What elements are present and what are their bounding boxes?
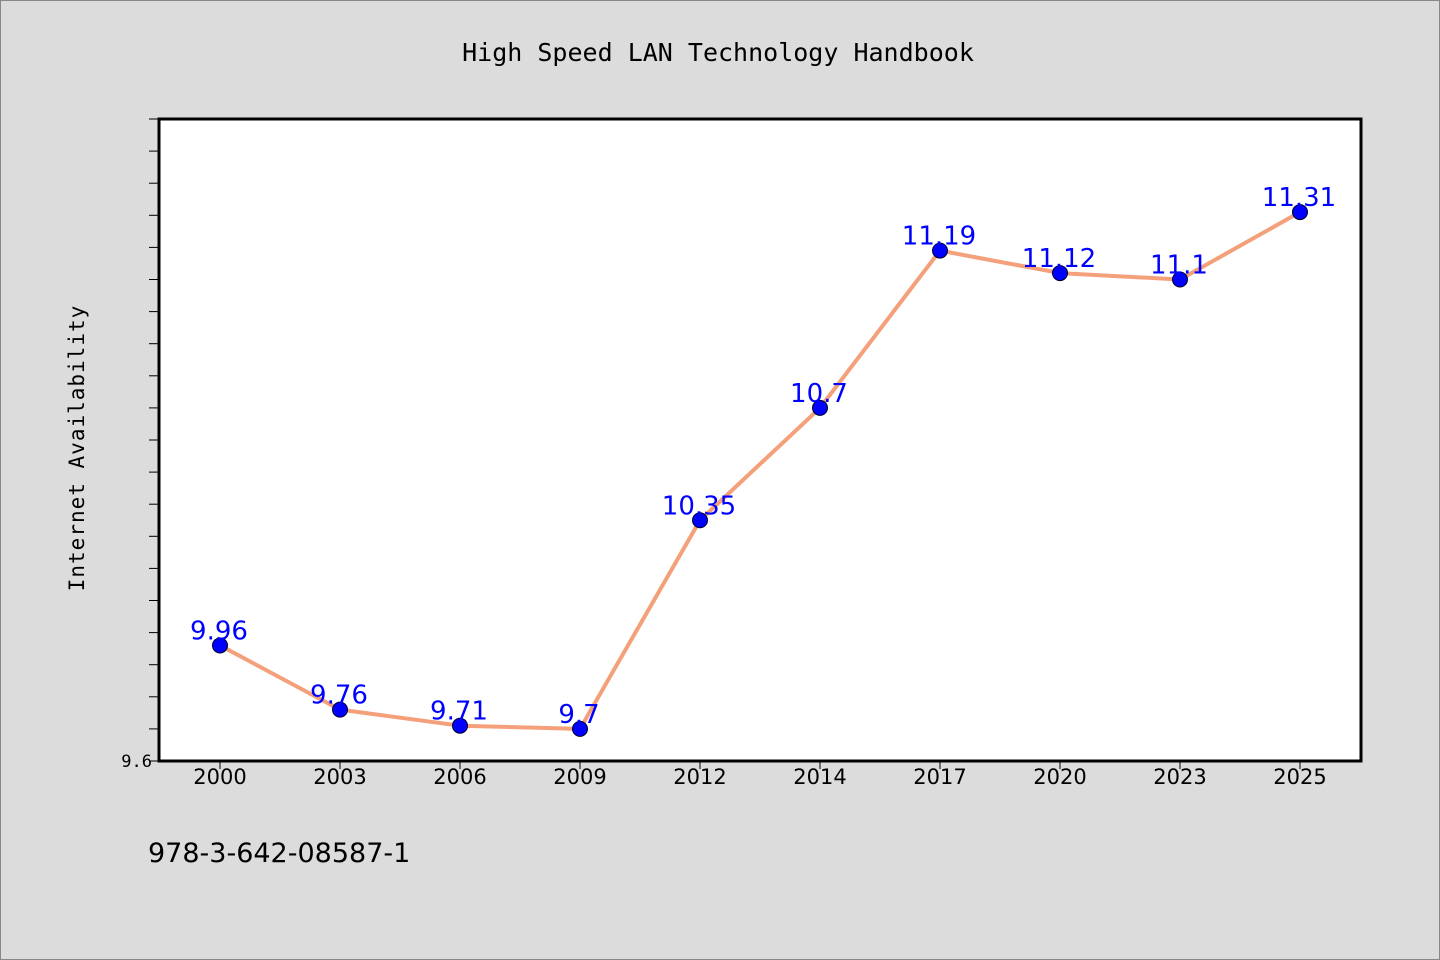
series-group: 9.96 9.76 9.71 9.7 10.35 10.7 11.19 11.12 11.1 11… [190,183,1336,737]
x-tick-label: 2003 [313,765,366,789]
data-point [572,720,588,737]
chart-title: High Speed LAN Technology Handbook [462,38,974,67]
x-axis-ticks: 2000 2003 2006 2009 2012 2014 2017 2020 2023 2025 [193,761,1327,789]
data-point [1052,265,1068,282]
x-tick-label: 2009 [553,765,606,789]
data-label: 9.96 [190,616,248,646]
data-label: 9.76 [310,681,368,711]
data-point [1292,204,1308,221]
plot-area [157,117,1363,763]
data-label: 10.35 [662,491,736,521]
data-label: 11.31 [1262,183,1336,213]
y-axis-ticks: 9.6 [121,118,159,772]
data-label: 11.19 [902,222,976,252]
y-tick-label: 9.6 [121,752,152,772]
data-label: 9.71 [430,697,488,727]
footer-isbn: 978-3-642-08587-1 [148,838,410,869]
x-tick-label: 2000 [193,765,246,789]
data-point [332,701,348,718]
data-label: 10.7 [790,379,848,409]
series-line [218,210,1302,731]
x-tick-label: 2006 [433,765,486,789]
x-tick-label: 2017 [913,765,966,789]
data-label: 11.12 [1022,244,1096,274]
data-point [932,242,948,259]
x-tick-label: 2012 [673,765,726,789]
x-tick-label: 2025 [1273,765,1326,789]
data-point [812,399,828,416]
x-tick-label: 2020 [1033,765,1086,789]
data-label: 11.1 [1150,251,1208,281]
x-tick-label: 2023 [1153,765,1206,789]
y-axis-label: Internet Availability [65,305,89,592]
x-tick-label: 2014 [793,765,846,789]
data-point [212,637,228,654]
data-label: 9.7 [558,700,599,730]
data-point [1172,271,1188,288]
data-point [452,717,468,734]
data-point [692,512,708,529]
